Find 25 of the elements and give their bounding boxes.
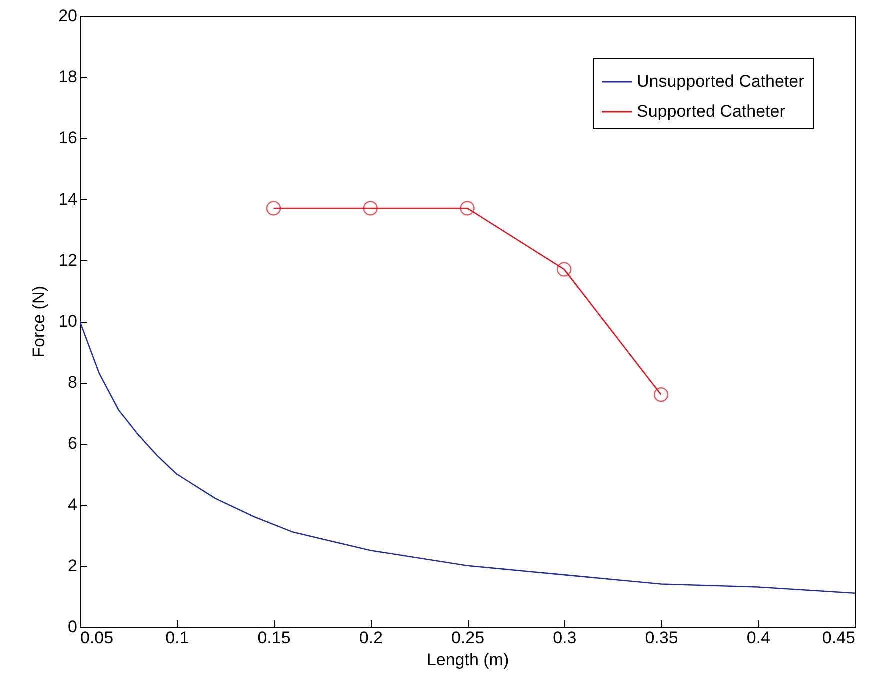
line-series [80,320,855,594]
x-tick-label: 0.3 [553,628,577,648]
y-tick-label: 0 [68,618,78,636]
y-tick-label: 2 [68,556,78,576]
legend-label: Supported Catheter [637,102,786,121]
x-tick-label: 0.35 [645,628,678,648]
x-tick-label: 0.25 [451,628,485,648]
x-tick-label: 0.15 [258,628,291,648]
legend-label: Unsupported Catheter [637,72,805,91]
y-tick-label: 10 [58,312,78,331]
y-tick-label: 6 [68,434,78,454]
x-tick-label: 0.2 [359,628,383,648]
y-tick-label: 8 [68,373,78,392]
x-tick-label: 0.45 [822,628,856,648]
y-tick-label: 4 [68,495,78,514]
y-tick-label: 14 [58,190,78,209]
y-tick-label: 18 [58,68,78,87]
x-tick-label: 0.05 [80,628,114,648]
x-axis-title: Length (m) [426,650,510,670]
y-tick-label: 16 [58,128,78,148]
y-tick-label: 12 [58,250,78,270]
y-tick-label: 20 [58,6,78,26]
y-axis-title: Force (N) [30,286,49,358]
x-tick-label: 0.1 [166,628,190,648]
x-tick-label: 0.4 [746,628,770,648]
